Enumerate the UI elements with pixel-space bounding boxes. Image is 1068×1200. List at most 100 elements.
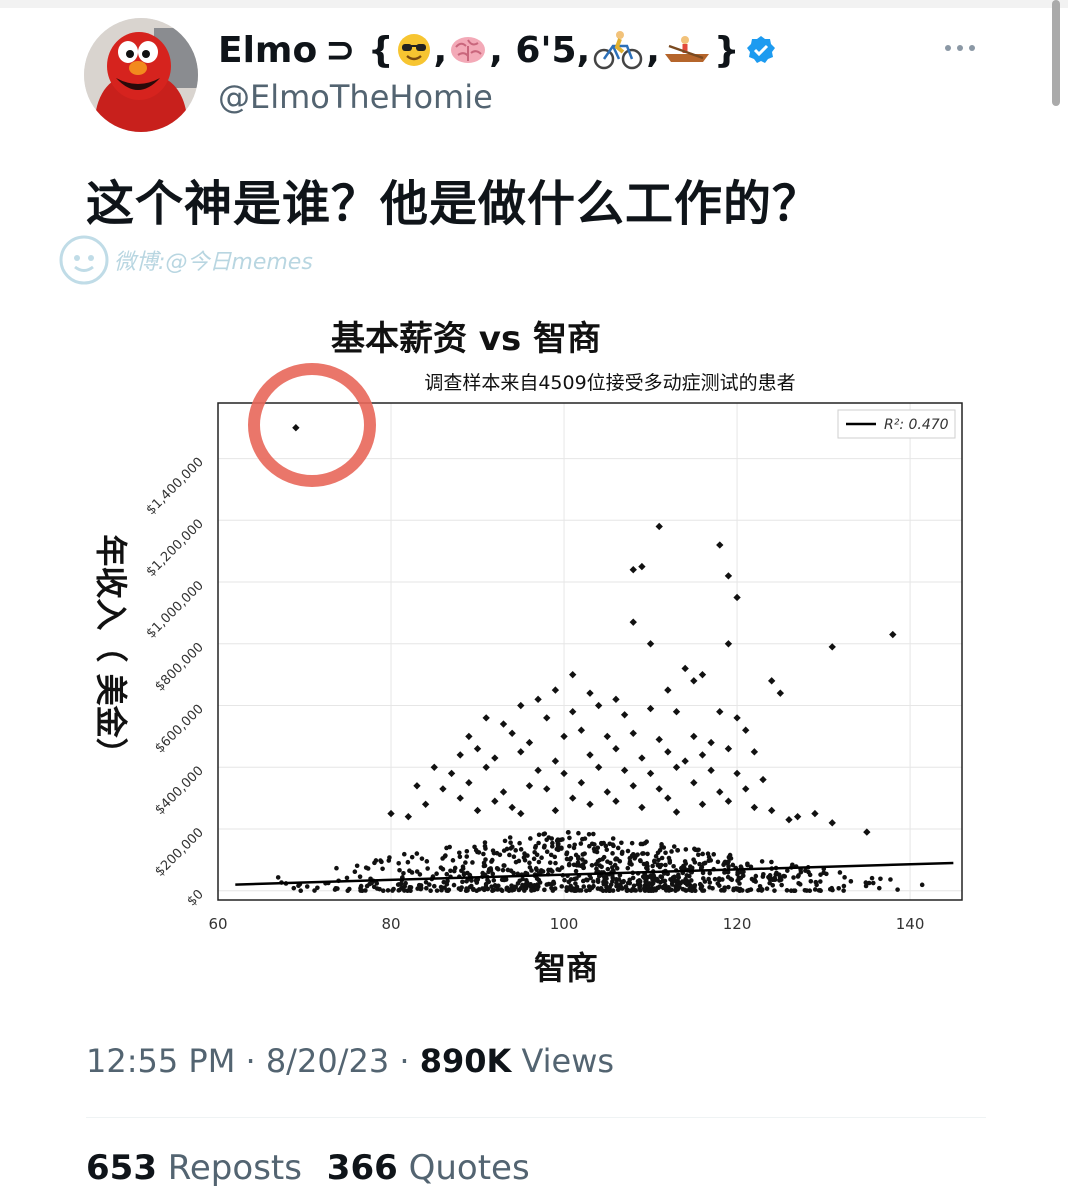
scatter-point: [808, 878, 814, 884]
scatter-point: [483, 881, 489, 887]
scatter-point: [645, 888, 651, 893]
scatter-point: [735, 887, 740, 892]
scatter-point: [724, 640, 733, 648]
x-tick-label: 60: [208, 915, 227, 933]
scatter-point: [416, 882, 422, 888]
reposts-stat[interactable]: 653 Reposts: [86, 1148, 302, 1188]
scatter-point: [604, 876, 609, 881]
scatter-point: [670, 882, 675, 887]
scatter-point: [655, 862, 661, 868]
scatter-point: [373, 858, 379, 863]
views-label: Views: [521, 1042, 615, 1080]
scatter-point: [496, 883, 501, 889]
scatter-point: [776, 872, 782, 877]
scatter-point: [344, 875, 350, 881]
scatter-point: [828, 819, 836, 827]
scatter-point: [726, 884, 731, 890]
data-points: [275, 424, 925, 894]
scatter-point: [417, 872, 423, 877]
scatter-point: [408, 885, 414, 890]
scrollbar[interactable]: [1052, 0, 1060, 106]
scatter-point: [528, 836, 533, 841]
scatter-point: [641, 875, 647, 881]
scatter-point: [501, 863, 507, 868]
scatter-point: [414, 851, 420, 856]
scatter-point: [612, 797, 620, 805]
scatter-point: [759, 775, 767, 784]
scatter-point: [664, 794, 672, 802]
scatter-point: [483, 857, 488, 862]
scatter-point: [600, 856, 605, 862]
scatter-point: [401, 851, 407, 857]
bicyclist-emoji-icon: [593, 31, 643, 70]
tweet-time[interactable]: 12:55 PM: [86, 1042, 236, 1080]
scatter-point: [517, 809, 525, 818]
scatter-point: [569, 670, 577, 679]
sunglasses-emoji-icon: [397, 34, 430, 66]
scatter-point: [738, 869, 744, 875]
tweet-date[interactable]: 8/20/23: [265, 1042, 390, 1080]
scatter-point: [919, 882, 925, 888]
scatter-point: [696, 852, 701, 858]
scatter-point: [733, 593, 741, 602]
user-handle[interactable]: @ElmoTheHomie: [218, 78, 493, 116]
scatter-point: [573, 868, 579, 874]
scatter-point: [700, 851, 705, 857]
tweet-text: 这个神是谁？他是做什么工作的？: [86, 176, 822, 232]
scatter-point: [568, 886, 573, 892]
scatter-point: [618, 884, 624, 890]
scatter-point: [698, 800, 707, 808]
scatter-point: [682, 887, 688, 893]
scatter-point: [638, 883, 643, 888]
chart-legend: R²: 0.470: [837, 409, 956, 439]
scatter-point: [712, 876, 718, 882]
scatter-point: [635, 852, 640, 857]
scatter-point: [737, 881, 742, 886]
scatter-point: [405, 859, 411, 865]
scatter-point: [535, 886, 540, 892]
scatter-point: [672, 878, 678, 883]
scatter-point: [638, 887, 643, 893]
scatter-point: [434, 871, 439, 876]
scatter-point: [499, 788, 508, 796]
scatter-point: [483, 885, 489, 891]
scatter-point: [540, 869, 546, 874]
scatter-point: [578, 841, 584, 846]
scatter-point: [600, 888, 606, 894]
scatter-point: [583, 888, 589, 893]
avatar[interactable]: [84, 18, 198, 132]
y-tick-label: $600,000: [152, 702, 206, 756]
scatter-point: [660, 878, 666, 884]
scatter-point: [549, 836, 555, 841]
scatter-point: [610, 865, 615, 870]
scatter-point: [595, 879, 601, 885]
more-options-icon[interactable]: [940, 38, 980, 58]
scatter-point: [724, 572, 733, 580]
quotes-stat[interactable]: 366 Quotes: [327, 1148, 530, 1188]
scatter-point: [560, 769, 568, 778]
scatter-point: [627, 855, 633, 861]
scatter-point: [641, 885, 647, 891]
scatter-point: [667, 887, 673, 892]
scatter-point: [601, 881, 607, 887]
scatter-point: [863, 880, 869, 885]
display-name-row[interactable]: Elmo ⊃ { , , 6'5, , }: [218, 22, 776, 78]
scatter-point: [461, 871, 467, 876]
scatter-point: [483, 846, 488, 851]
scatter-point: [681, 664, 689, 673]
name-separator-1: ,: [433, 29, 448, 71]
scatter-point: [369, 880, 374, 886]
scatter-point: [456, 751, 464, 759]
scatter-point: [630, 875, 636, 881]
scatter-point: [841, 888, 846, 893]
scatter-point: [591, 831, 596, 837]
scatter-point: [486, 869, 491, 875]
scatter-point: [551, 757, 560, 765]
scatter-point: [439, 785, 447, 793]
scatter-point: [818, 879, 823, 884]
scatter-point: [569, 794, 577, 802]
brain-emoji-icon: [451, 37, 486, 63]
scatter-point: [730, 862, 736, 868]
scatter-point: [620, 879, 626, 885]
scatter-point: [385, 888, 391, 893]
